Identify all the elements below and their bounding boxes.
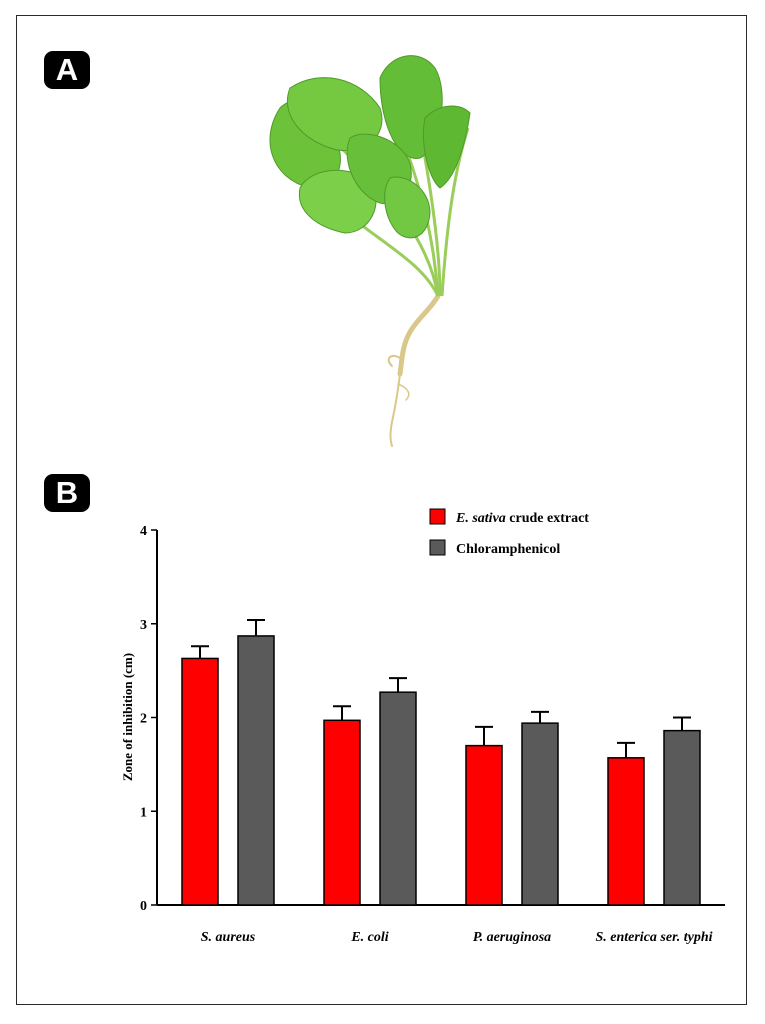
legend-label-extract: E. sativa crude extract — [455, 511, 589, 526]
plant-photo — [269, 55, 471, 447]
bar-s0-c3 — [607, 757, 645, 906]
y-tick-label-2: 2 — [140, 712, 147, 727]
legend-swatch-extract — [429, 508, 446, 525]
legend-swatch-chloramphenicol — [429, 539, 446, 556]
y-tick-label-1: 1 — [140, 805, 147, 820]
plant-root — [387, 293, 441, 447]
panel-label-b: B — [44, 474, 90, 512]
y-tick-label-4: 4 — [140, 524, 147, 539]
panel-label-a: A — [44, 51, 90, 89]
y-tick-label-3: 3 — [140, 618, 147, 633]
x-tick-label-1: E. coli — [350, 930, 388, 945]
x-tick-label-3: S. enterica ser. typhi — [595, 930, 712, 945]
plant-leaves — [269, 55, 471, 239]
x-tick-labels: S. aureus E. coli P. aeruginosa S. enterica… — [201, 930, 713, 945]
bar-s1-c3 — [663, 729, 701, 906]
y-tick-label-0: 0 — [140, 899, 147, 914]
bar-s0-c0 — [181, 657, 219, 906]
bar-s0-c1 — [323, 719, 361, 906]
bar-s0-c2 — [465, 744, 503, 906]
legend: E. sativa crude extract Chloramphenicol — [429, 508, 589, 557]
bar-s1-c0 — [237, 635, 275, 906]
x-tick-label-0: S. aureus — [201, 930, 256, 945]
y-axis-label: Zone of inhibition (cm) — [120, 653, 135, 781]
legend-label-chloramphenicol: Chloramphenicol — [456, 542, 560, 557]
x-tick-label-2: P. aeruginosa — [473, 930, 551, 945]
bar-chart: E. sativa crude extract Chloramphenicol … — [120, 508, 725, 945]
bars — [181, 619, 701, 906]
bar-s1-c2 — [521, 722, 559, 906]
bar-s1-c1 — [379, 691, 417, 906]
